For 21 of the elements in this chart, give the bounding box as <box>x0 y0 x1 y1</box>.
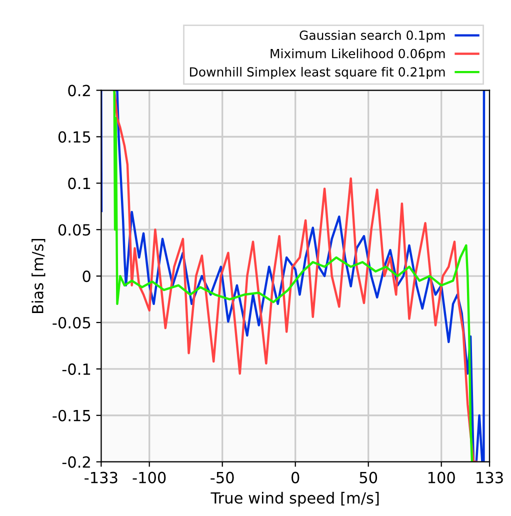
y-tick-label: -0.15 <box>52 410 90 422</box>
x-tick-label: 133 <box>476 472 503 484</box>
legend-label: Miximum Likelihood 0.06pm <box>270 48 445 61</box>
x-tick-label: -100 <box>132 472 166 484</box>
legend-label: Gaussian search 0.1pm <box>300 30 445 42</box>
x-axis-title: True wind speed [m/s] <box>210 492 379 507</box>
y-tick-label: 0.2 <box>68 84 90 96</box>
y-tick-label: -0.2 <box>62 456 90 468</box>
y-tick-label: 0 <box>82 270 90 282</box>
y-tick-label: 0.05 <box>58 224 90 236</box>
y-tick-label: -0.05 <box>52 316 90 329</box>
x-tick-label: -50 <box>210 472 234 484</box>
y-axis-title: Bias [m/s] <box>32 238 46 313</box>
legend-label: Downhill Simplex least square fit 0.21pm <box>190 66 445 80</box>
x-tick-label: 0 <box>292 472 300 484</box>
y-tick-label: 0.15 <box>58 131 90 143</box>
y-tick-label: -0.1 <box>62 363 90 375</box>
x-tick-label: 100 <box>428 472 455 484</box>
y-tick-label: 0.1 <box>68 178 90 190</box>
x-tick-label: -133 <box>84 472 118 484</box>
x-tick-label: 50 <box>360 472 378 484</box>
